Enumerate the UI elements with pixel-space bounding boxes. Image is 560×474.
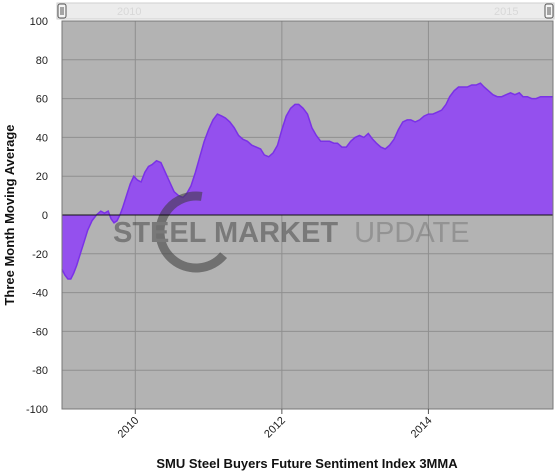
- y-tick-label: -80: [32, 365, 48, 377]
- svg-text:STEEL MARKET UPDATE: STEEL MARKET UPDATE: [113, 217, 470, 249]
- y-tick-label: 80: [36, 55, 48, 67]
- watermark-swoosh-icon: [155, 191, 237, 273]
- y-tick-label: -60: [32, 326, 48, 338]
- plot-border: [61, 20, 554, 410]
- sentiment-line: [61, 82, 553, 280]
- x-tick-label: 2012: [262, 415, 288, 441]
- watermark-text-main: STEEL MARKET: [113, 217, 338, 249]
- x-tick-label: 2014: [409, 415, 435, 441]
- y-tick-label: -40: [32, 288, 48, 300]
- navigator-track[interactable]: [56, 2, 555, 20]
- y-axis: 100 80 60 40 20 0 -20 -40 -60 -80 -100: [26, 16, 48, 416]
- sentiment-area: [62, 83, 553, 279]
- y-tick-label: 20: [36, 171, 48, 183]
- slider-handle-right-icon[interactable]: [544, 3, 554, 19]
- y-tick-label: -100: [26, 404, 48, 416]
- y-tick-label: -20: [32, 249, 48, 261]
- y-axis-title: Three Month Moving Average: [2, 124, 17, 305]
- y-tick-label: 60: [36, 94, 48, 106]
- y-tick-label: 100: [30, 16, 48, 28]
- navigator-right-label: 2015: [494, 6, 518, 18]
- watermark-text-update: UPDATE: [354, 217, 469, 249]
- y-tick-label: 40: [36, 132, 48, 144]
- slider-handle-left-icon[interactable]: [57, 3, 67, 19]
- x-axis: 2010 2012 2014: [116, 409, 435, 440]
- x-axis-title: SMU Steel Buyers Future Sentiment Index …: [156, 456, 458, 471]
- x-tick-label: 2010: [116, 415, 142, 441]
- watermark-logo: STEEL MARKET UPDATE: [113, 191, 470, 273]
- navigator-left-label: 2010: [117, 6, 141, 18]
- range-navigator[interactable]: 2010 2015: [56, 2, 555, 20]
- y-tick-label: 0: [42, 210, 48, 222]
